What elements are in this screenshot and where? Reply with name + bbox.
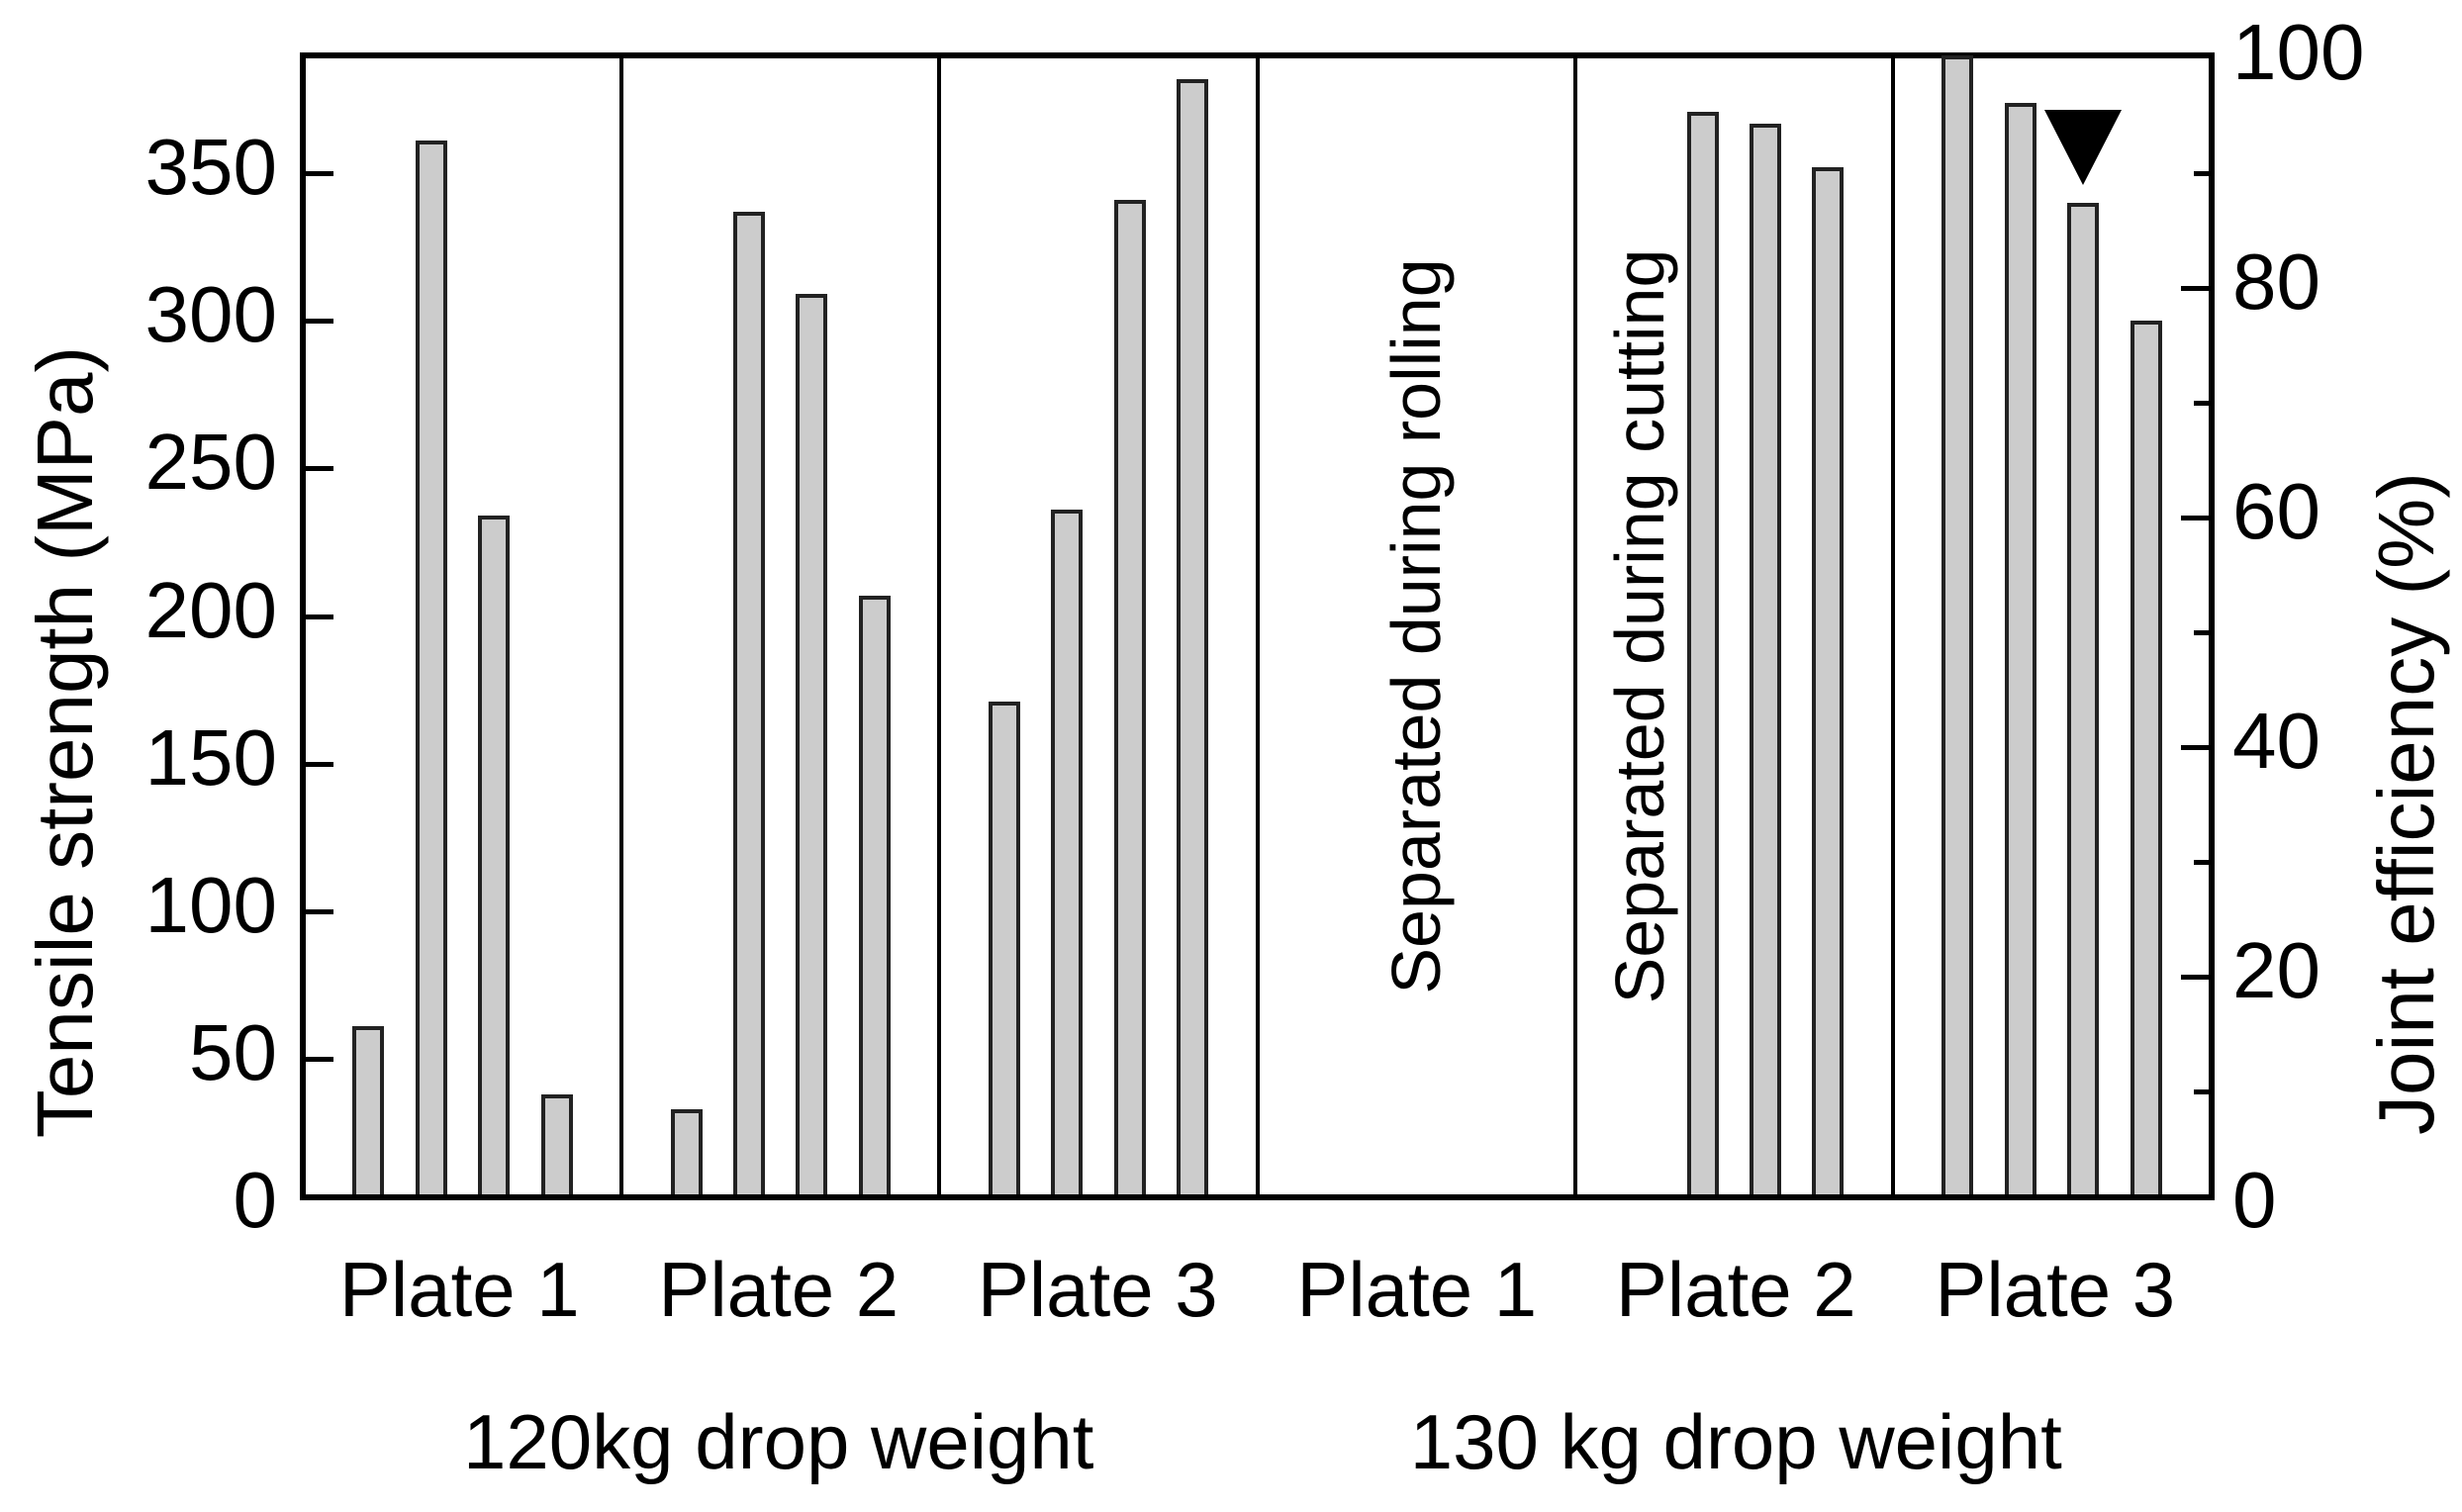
panel-130-plate-2: Separated during cutting: [1572, 58, 1891, 1194]
panel-130-plate-3: [1890, 55, 2209, 1194]
panel-130-plate-1: Separated during rolling: [1255, 58, 1573, 1194]
bar: [2130, 321, 2162, 1194]
weight-label: 120kg drop weight: [463, 1398, 1094, 1485]
plot-area: Separated during rolling Separated during…: [300, 52, 2215, 1200]
bar: [2004, 103, 2036, 1194]
plate-label: Plate 1: [1296, 1246, 1538, 1333]
right-tick-label: 100: [2232, 8, 2365, 96]
left-axis-tick: [306, 1056, 333, 1062]
bar: [352, 1026, 385, 1194]
right-axis-minor-tick: [2194, 171, 2209, 176]
bar: [540, 1094, 573, 1194]
right-tick-label: 20: [2232, 926, 2320, 1014]
plate-label: Plate 3: [1935, 1246, 2176, 1333]
left-tick-label: 50: [189, 1007, 277, 1096]
right-axis-tick: [2181, 975, 2209, 980]
bar: [858, 596, 891, 1194]
right-tick-label: 80: [2232, 237, 2320, 326]
right-axis-minor-tick: [2194, 630, 2209, 635]
bar: [988, 702, 1020, 1194]
left-axis-tick: [306, 908, 333, 914]
y-axis-title-right: Joint efficiency (%): [2362, 472, 2450, 1135]
bar: [670, 1109, 703, 1194]
bar: [1051, 510, 1084, 1194]
separated-note: Separated during cutting: [1601, 248, 1679, 1004]
right-tick-label: 60: [2232, 467, 2320, 555]
right-axis-tick: [2181, 745, 2209, 750]
bar: [415, 141, 447, 1194]
left-axis-tick: [306, 614, 333, 619]
panel-120kg-plate-2: [619, 58, 937, 1194]
weight-label: 130 kg drop weight: [1409, 1398, 2062, 1485]
down-triangle-marker: [2044, 110, 2123, 185]
bar: [1113, 200, 1146, 1194]
plate-label: Plate 2: [1615, 1246, 1856, 1333]
panel-120kg-plate-1: [306, 58, 619, 1194]
bar: [1686, 112, 1719, 1194]
plate-label: Plate 1: [338, 1246, 580, 1333]
left-tick-label: 250: [144, 418, 277, 507]
bar: [1749, 124, 1781, 1194]
bar: [1941, 55, 1974, 1194]
left-tick-label: 350: [144, 123, 277, 212]
right-axis-minor-tick: [2194, 1089, 2209, 1094]
left-tick-label: 200: [144, 565, 277, 654]
separated-note: Separated during rolling: [1377, 258, 1456, 994]
right-axis-tick: [2181, 286, 2209, 291]
bar: [478, 516, 511, 1194]
plate-label: Plate 2: [658, 1246, 900, 1333]
bar: [733, 212, 766, 1194]
left-axis-tick: [306, 466, 333, 472]
left-tick-label: 300: [144, 270, 277, 359]
bar: [796, 294, 828, 1194]
right-tick-label: 40: [2232, 697, 2320, 785]
left-axis-tick: [306, 319, 333, 325]
bar: [2067, 203, 2100, 1194]
left-axis-tick: [306, 761, 333, 767]
left-tick-label: 0: [233, 1156, 278, 1244]
panel-120kg-plate-3: [937, 58, 1255, 1194]
right-axis-tick: [2181, 516, 2209, 520]
left-axis-tick: [306, 171, 333, 177]
right-axis-minor-tick: [2194, 860, 2209, 865]
left-tick-label: 150: [144, 712, 277, 802]
right-tick-label: 0: [2232, 1156, 2277, 1244]
bar: [1812, 167, 1845, 1194]
left-tick-label: 100: [144, 860, 277, 949]
right-axis-minor-tick: [2194, 401, 2209, 406]
plate-label: Plate 3: [977, 1246, 1218, 1333]
bar: [1177, 79, 1209, 1194]
